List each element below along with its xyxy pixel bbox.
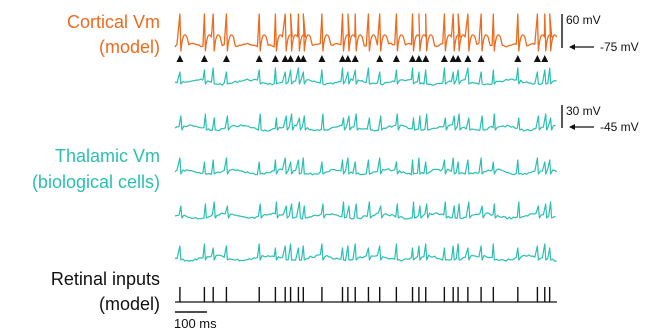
spike-marker-icon xyxy=(271,55,279,62)
spike-marker-icon xyxy=(533,55,541,62)
cortical-label-line2: (model) xyxy=(99,37,160,57)
spike-marker-icon xyxy=(392,55,400,62)
arrow-left-icon xyxy=(569,44,575,50)
cortical-vm-line xyxy=(174,13,558,52)
cortical-vm-trace xyxy=(174,13,558,52)
spike-marker-icon xyxy=(422,55,430,62)
retinal-inputs-trace xyxy=(175,287,557,303)
spike-marker-icon xyxy=(440,55,448,62)
thalamic-scalebar: 30 mV -45 mV xyxy=(561,104,639,134)
thalamic-cell-5-trace xyxy=(174,243,557,262)
spike-marker-icon xyxy=(344,55,352,62)
spike-marker-icon xyxy=(176,55,184,62)
cortical-amplitude-label: 60 mV xyxy=(566,13,601,27)
thalamic-baseline-label: -45 mV xyxy=(600,120,639,134)
spike-marker-icon xyxy=(281,55,289,62)
thalamic-cell-4-trace xyxy=(174,201,556,220)
spike-marker-icon xyxy=(449,55,457,62)
spike-marker-icon xyxy=(287,55,295,62)
retinal-label-line2: (model) xyxy=(99,294,160,314)
spike-marker-icon xyxy=(514,55,522,62)
spike-marker-icon xyxy=(299,55,307,62)
time-scalebar: 100 ms xyxy=(174,311,217,331)
spike-marker-icon xyxy=(415,55,423,62)
spike-marker-icon xyxy=(376,55,384,62)
spike-marker-icon xyxy=(409,55,417,62)
thalamic-cell-3-trace xyxy=(174,157,558,176)
spike-marker-icon xyxy=(464,55,472,62)
spike-marker-icon xyxy=(454,55,462,62)
thalamic-cell-1-trace xyxy=(174,67,557,86)
cortical-label-line1: Cortical Vm xyxy=(67,12,160,32)
spike-marker-icon xyxy=(255,55,263,62)
spike-marker-icon xyxy=(351,55,359,62)
arrow-left-icon xyxy=(569,124,575,130)
spike-marker-icon xyxy=(222,55,230,62)
cortical-scalebar: 60 mV -75 mV xyxy=(561,13,639,54)
spike-marker-icon xyxy=(477,55,485,62)
spike-marker-icon xyxy=(318,55,326,62)
thalamic-label-line1: Thalamic Vm xyxy=(55,146,160,166)
cortical-baseline-label: -75 mV xyxy=(600,40,639,54)
spike-marker-icon xyxy=(200,55,208,62)
spike-markers xyxy=(176,55,549,62)
thalamic-cell-2-trace xyxy=(174,113,556,132)
spike-marker-icon xyxy=(338,55,346,62)
thalamic-label-line2: (biological cells) xyxy=(32,172,160,192)
spike-marker-icon xyxy=(294,55,302,62)
thalamic-amplitude-label: 30 mV xyxy=(566,104,601,118)
time-scalebar-label: 100 ms xyxy=(174,316,217,331)
retinal-label-line1: Retinal inputs xyxy=(51,269,160,289)
spike-marker-icon xyxy=(541,55,549,62)
thalamic-vm-traces xyxy=(174,67,558,262)
